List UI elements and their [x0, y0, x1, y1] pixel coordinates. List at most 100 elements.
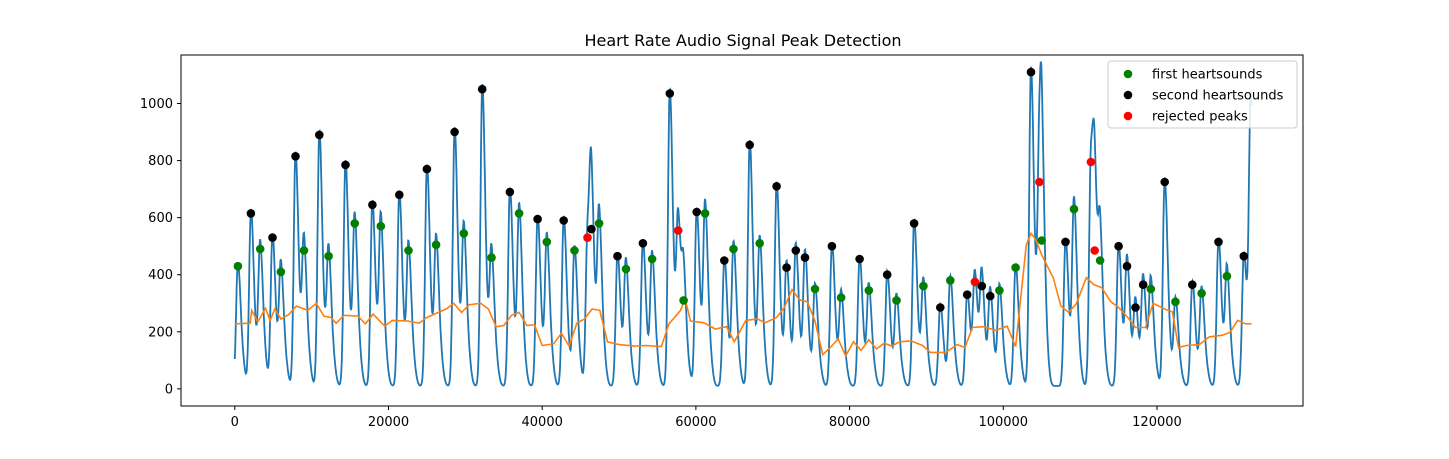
scatter-point: [946, 276, 955, 285]
scatter-point: [1131, 303, 1140, 312]
scatter-point: [431, 240, 441, 250]
scatter-point: [1011, 263, 1020, 272]
x-tick-label: 100000: [978, 415, 1028, 430]
scatter-point: [1122, 261, 1132, 271]
scatter-point: [404, 246, 413, 255]
x-tick-label: 0: [231, 415, 239, 430]
scatter-point: [995, 286, 1004, 295]
scatter-point: [810, 284, 820, 294]
scatter-point: [665, 89, 675, 98]
axes-frame: [180, 54, 1304, 407]
chart-title: Heart Rate Audio Signal Peak Detection: [585, 31, 902, 50]
scatter-point: [1222, 271, 1232, 281]
scatter-point: [936, 303, 945, 312]
scatter-point: [791, 246, 801, 255]
scatter-point: [864, 286, 874, 295]
scatter-point: [255, 244, 265, 254]
y-tick-label: 0: [165, 382, 173, 397]
legend-marker: [1123, 90, 1133, 100]
scatter-point: [376, 221, 386, 231]
scatter-point: [594, 219, 604, 228]
scatter-point: [1114, 241, 1123, 251]
x-tick-label: 40000: [522, 415, 563, 430]
scatter-point: [233, 261, 243, 271]
scatter-point: [570, 246, 579, 255]
scatter-point: [782, 263, 791, 272]
scatter-point: [422, 164, 432, 174]
scatter-point: [1239, 251, 1249, 261]
scatter-point: [395, 190, 404, 200]
scatter-point: [692, 207, 701, 217]
scatter-point: [505, 187, 515, 197]
x-tick-label: 20000: [368, 415, 409, 430]
x-tick-label: 120000: [1132, 415, 1182, 430]
scatter-point: [1035, 177, 1044, 187]
scatter-point: [700, 209, 710, 218]
legend-marker: [1123, 69, 1133, 79]
y-tick-label: 400: [148, 268, 173, 283]
scatter-point: [882, 270, 892, 280]
scatter-point: [1160, 177, 1169, 187]
scatter-point: [1069, 204, 1079, 214]
scatter-point: [919, 281, 928, 291]
scatter-point: [800, 253, 810, 262]
scatter-point: [542, 237, 552, 247]
scatter-point: [962, 290, 972, 300]
y-axis: 0 200 400 600 800 1000: [140, 97, 181, 397]
scatter-point: [487, 253, 496, 262]
scatter-point: [1197, 289, 1206, 298]
scatter-point: [341, 160, 350, 170]
y-tick-label: 800: [148, 154, 173, 169]
scatter-point: [679, 296, 688, 305]
scatter-point: [350, 219, 360, 228]
scatter-point: [892, 296, 901, 305]
scatter-point: [647, 254, 657, 264]
scatter-point: [587, 224, 596, 234]
scatter-point: [1188, 280, 1197, 290]
scatter-point: [315, 130, 324, 140]
legend: first heartsounds second heartsounds rejec…: [1107, 60, 1298, 129]
scatter-point: [450, 127, 459, 137]
scatter-point: [533, 214, 542, 224]
legend-marker: [1123, 111, 1133, 121]
scatter-point: [638, 239, 648, 248]
scatter-point: [324, 251, 333, 261]
x-tick-label: 80000: [829, 415, 870, 430]
scatter-point: [291, 152, 300, 161]
scatter-point: [1171, 297, 1180, 307]
legend-label: rejected peaks: [1152, 110, 1248, 125]
x-tick-label: 60000: [675, 415, 716, 430]
scatter-point: [276, 267, 286, 277]
legend-label: second heartsounds: [1152, 89, 1284, 104]
series-2: [583, 157, 1099, 287]
scatter-point: [268, 233, 277, 242]
scatter-point: [1146, 284, 1156, 294]
scatter-point: [477, 84, 487, 94]
scatter-point: [720, 256, 729, 265]
scatter-point: [977, 281, 987, 291]
scatter-point: [1214, 237, 1223, 247]
plot-area: [233, 61, 1253, 387]
scatter-point: [368, 200, 377, 210]
scatter-point: [559, 216, 568, 225]
scatter-point: [729, 244, 738, 254]
signal-line: [233, 61, 1253, 387]
y-tick-label: 200: [148, 325, 173, 340]
scatter-point: [909, 219, 919, 228]
scatter-point: [1037, 236, 1046, 245]
legend-label: first heartsounds: [1152, 68, 1263, 83]
scatter-point: [459, 229, 469, 238]
scatter-point: [827, 241, 837, 251]
scatter-point: [1138, 280, 1148, 290]
series-1: [246, 67, 1249, 312]
y-tick-label: 1000: [140, 97, 173, 112]
scatter-point: [1061, 237, 1070, 247]
scatter-point: [583, 233, 592, 242]
scatter-point: [1090, 246, 1099, 255]
scatter-point: [673, 226, 683, 235]
scatter-point: [855, 254, 864, 264]
scatter-point: [985, 291, 995, 301]
scatter-point: [514, 209, 524, 218]
scatter-point: [1026, 67, 1036, 77]
series-0: [233, 204, 1232, 307]
